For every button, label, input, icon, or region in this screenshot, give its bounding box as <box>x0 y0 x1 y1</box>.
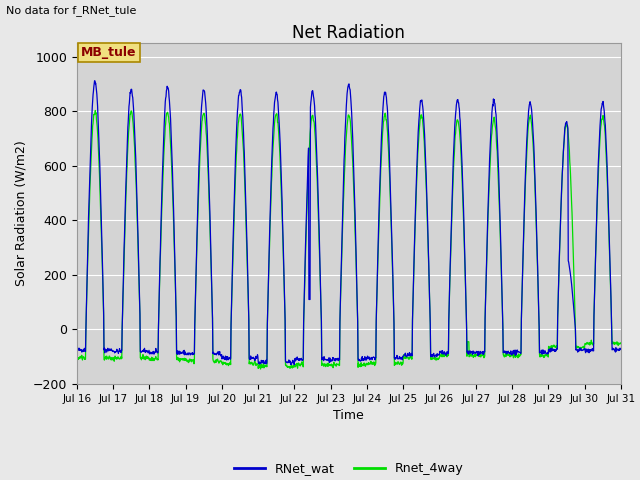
Rnet_4way <box>195 203 202 208</box>
RNet_wat <box>73 347 81 352</box>
RNet_wat <box>91 78 99 84</box>
Rnet_4way <box>257 366 264 372</box>
RNet_wat <box>195 190 202 195</box>
Rnet_4way <box>92 108 99 113</box>
RNet_wat <box>291 362 298 368</box>
RNet_wat <box>553 346 561 352</box>
Text: MB_tule: MB_tule <box>81 46 136 59</box>
RNet_wat <box>434 351 442 357</box>
Line: RNet_wat: RNet_wat <box>77 81 621 365</box>
X-axis label: Time: Time <box>333 409 364 422</box>
Rnet_4way <box>73 355 81 360</box>
Title: Net Radiation: Net Radiation <box>292 24 405 42</box>
RNet_wat <box>255 361 263 367</box>
Rnet_4way <box>181 357 189 363</box>
Rnet_4way <box>434 357 442 362</box>
Rnet_4way <box>255 365 263 371</box>
Legend: RNet_wat, Rnet_4way: RNet_wat, Rnet_4way <box>229 457 468 480</box>
Line: Rnet_4way: Rnet_4way <box>77 110 621 369</box>
RNet_wat <box>617 346 625 352</box>
Rnet_4way <box>617 340 625 346</box>
RNet_wat <box>181 350 189 356</box>
Rnet_4way <box>505 351 513 357</box>
Text: No data for f_RNet_tule: No data for f_RNet_tule <box>6 5 137 16</box>
RNet_wat <box>505 349 513 355</box>
Rnet_4way <box>553 345 561 351</box>
Y-axis label: Solar Radiation (W/m2): Solar Radiation (W/m2) <box>14 141 27 287</box>
